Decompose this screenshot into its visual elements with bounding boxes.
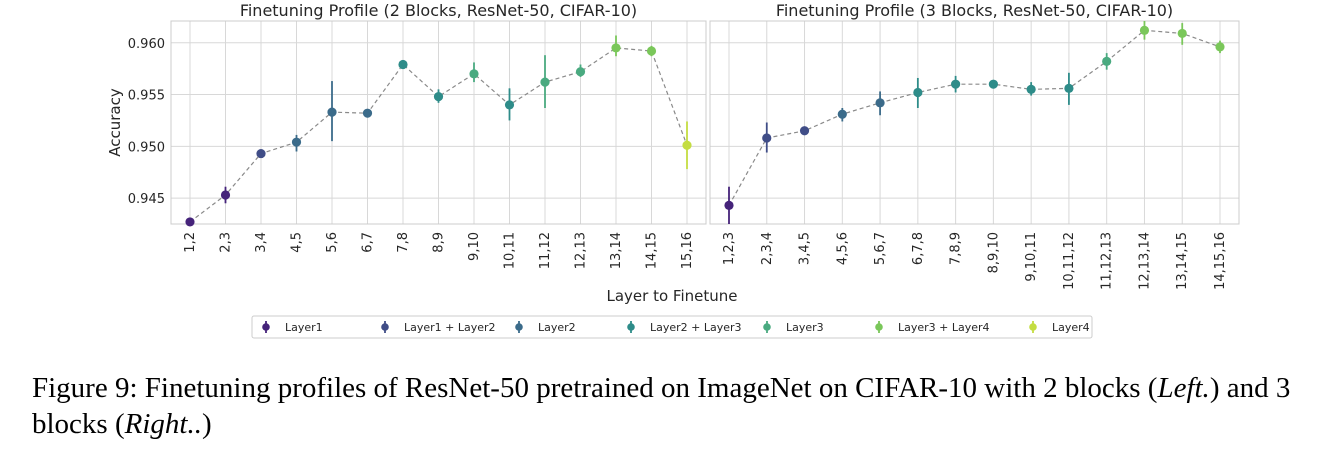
data-point (433, 92, 444, 102)
data-point (837, 109, 847, 119)
x-tick-label: 1,2 (183, 232, 198, 253)
x-tick-label: 3,4,5 (798, 232, 813, 265)
x-tick-label: 9,10,11 (1024, 232, 1039, 282)
x-tick-label: 4,5 (290, 232, 305, 253)
x-tick-label: 6,7 (361, 232, 376, 253)
x-tick-label: 5,6,7 (873, 232, 888, 265)
legend-label: Layer2 (538, 321, 576, 334)
legend-marker (381, 323, 389, 331)
caption-left: Left. (1157, 372, 1210, 404)
chart-panel-2: Finetuning Profile (3 Blocks, ResNet-50,… (709, 1, 1240, 290)
legend-label: Layer3 (786, 321, 824, 334)
x-tick-label: 8,9 (432, 232, 447, 253)
data-point (575, 67, 586, 77)
data-point (1026, 84, 1036, 94)
data-point (540, 77, 550, 87)
series-line (728, 29, 1221, 206)
legend-label: Layer4 (1052, 321, 1090, 334)
y-tick-label: 0.950 (128, 140, 165, 155)
axes-frame (709, 20, 1240, 225)
x-tick-label: 3,4 (254, 232, 269, 253)
legend-marker (763, 323, 771, 331)
legend-label: Layer1 + Layer2 (404, 321, 496, 334)
y-axis-label: Accuracy (106, 88, 124, 157)
legend-label: Layer3 + Layer4 (898, 321, 990, 334)
x-tick-label: 15,16 (680, 232, 695, 269)
legend-marker (875, 323, 883, 331)
data-point (256, 148, 266, 159)
x-tick-label: 11,12 (538, 232, 553, 269)
caption-end: ) (201, 408, 212, 440)
legend-marker (515, 323, 523, 331)
data-point (220, 190, 231, 200)
x-tick-label: 12,13,14 (1137, 232, 1152, 290)
y-tick-label: 0.960 (128, 37, 165, 52)
data-point (875, 98, 885, 108)
data-point (799, 126, 810, 136)
x-tick-label: 4,5,6 (835, 232, 850, 265)
data-point (682, 140, 692, 150)
data-point (185, 217, 195, 227)
data-point (646, 46, 657, 56)
data-point (724, 200, 734, 210)
x-tick-label: 6,7,8 (911, 232, 926, 265)
caption-middle: ) and 3 blocks ( (32, 372, 1291, 440)
legend: Layer1 Layer1 + Layer2 Layer2 Layer2 + Laye… (251, 315, 1093, 339)
legend-marker (1029, 323, 1037, 331)
legend-box (251, 315, 1093, 339)
x-tick-label: 8,9,10 (986, 232, 1001, 273)
x-tick-label: 11,12,13 (1100, 232, 1115, 290)
legend-marker (627, 323, 635, 331)
data-point (469, 69, 479, 79)
data-point (988, 79, 998, 89)
chart-panel-1: Finetuning Profile (2 Blocks, ResNet-50,… (106, 1, 707, 269)
caption-right: Right.. (124, 408, 202, 440)
x-tick-label: 13,14 (609, 232, 624, 269)
data-point (504, 100, 515, 110)
x-axis-label: Layer to Finetune (607, 287, 738, 305)
data-point (1139, 25, 1150, 35)
x-tick-label: 13,14,15 (1175, 232, 1190, 290)
data-point (1102, 56, 1112, 66)
data-point (611, 43, 621, 53)
data-point (1215, 42, 1225, 52)
x-tick-label: 7,8,9 (949, 232, 964, 265)
legend-marker (262, 323, 270, 331)
axes-frame (170, 20, 707, 225)
data-point (362, 108, 373, 118)
data-point (913, 87, 923, 98)
data-point (951, 79, 961, 89)
data-point (762, 133, 772, 143)
data-point (327, 107, 337, 117)
x-tick-label: 2,3 (219, 232, 234, 253)
y-tick-label: 0.945 (128, 192, 165, 207)
data-point (1064, 83, 1074, 93)
x-tick-label: 10,11 (503, 232, 518, 269)
data-point (398, 59, 408, 70)
data-point (1177, 28, 1187, 39)
x-tick-label: 12,13 (574, 232, 589, 269)
x-tick-label: 14,15 (645, 232, 660, 269)
caption-text: Figure 9: Finetuning profiles of ResNet-… (32, 372, 1158, 404)
chart-title: Finetuning Profile (3 Blocks, ResNet-50,… (776, 1, 1173, 20)
x-tick-label: 2,3,4 (760, 232, 775, 265)
chart-panels: Finetuning Profile (2 Blocks, ResNet-50,… (106, 1, 1240, 290)
x-tick-label: 7,8 (396, 232, 411, 253)
data-point (291, 137, 302, 147)
legend-label: Layer1 (285, 321, 323, 334)
x-tick-label: 5,6 (325, 232, 340, 253)
x-tick-label: 9,10 (467, 232, 482, 261)
x-tick-label: 1,2,3 (722, 232, 737, 265)
figure-caption: Figure 9: Finetuning profiles of ResNet-… (32, 370, 1312, 442)
x-tick-label: 14,15,16 (1213, 232, 1228, 290)
chart-title: Finetuning Profile (2 Blocks, ResNet-50,… (240, 1, 637, 20)
legend-label: Layer2 + Layer3 (650, 321, 742, 334)
x-tick-label: 10,11,12 (1062, 232, 1077, 290)
y-tick-label: 0.955 (128, 89, 165, 104)
